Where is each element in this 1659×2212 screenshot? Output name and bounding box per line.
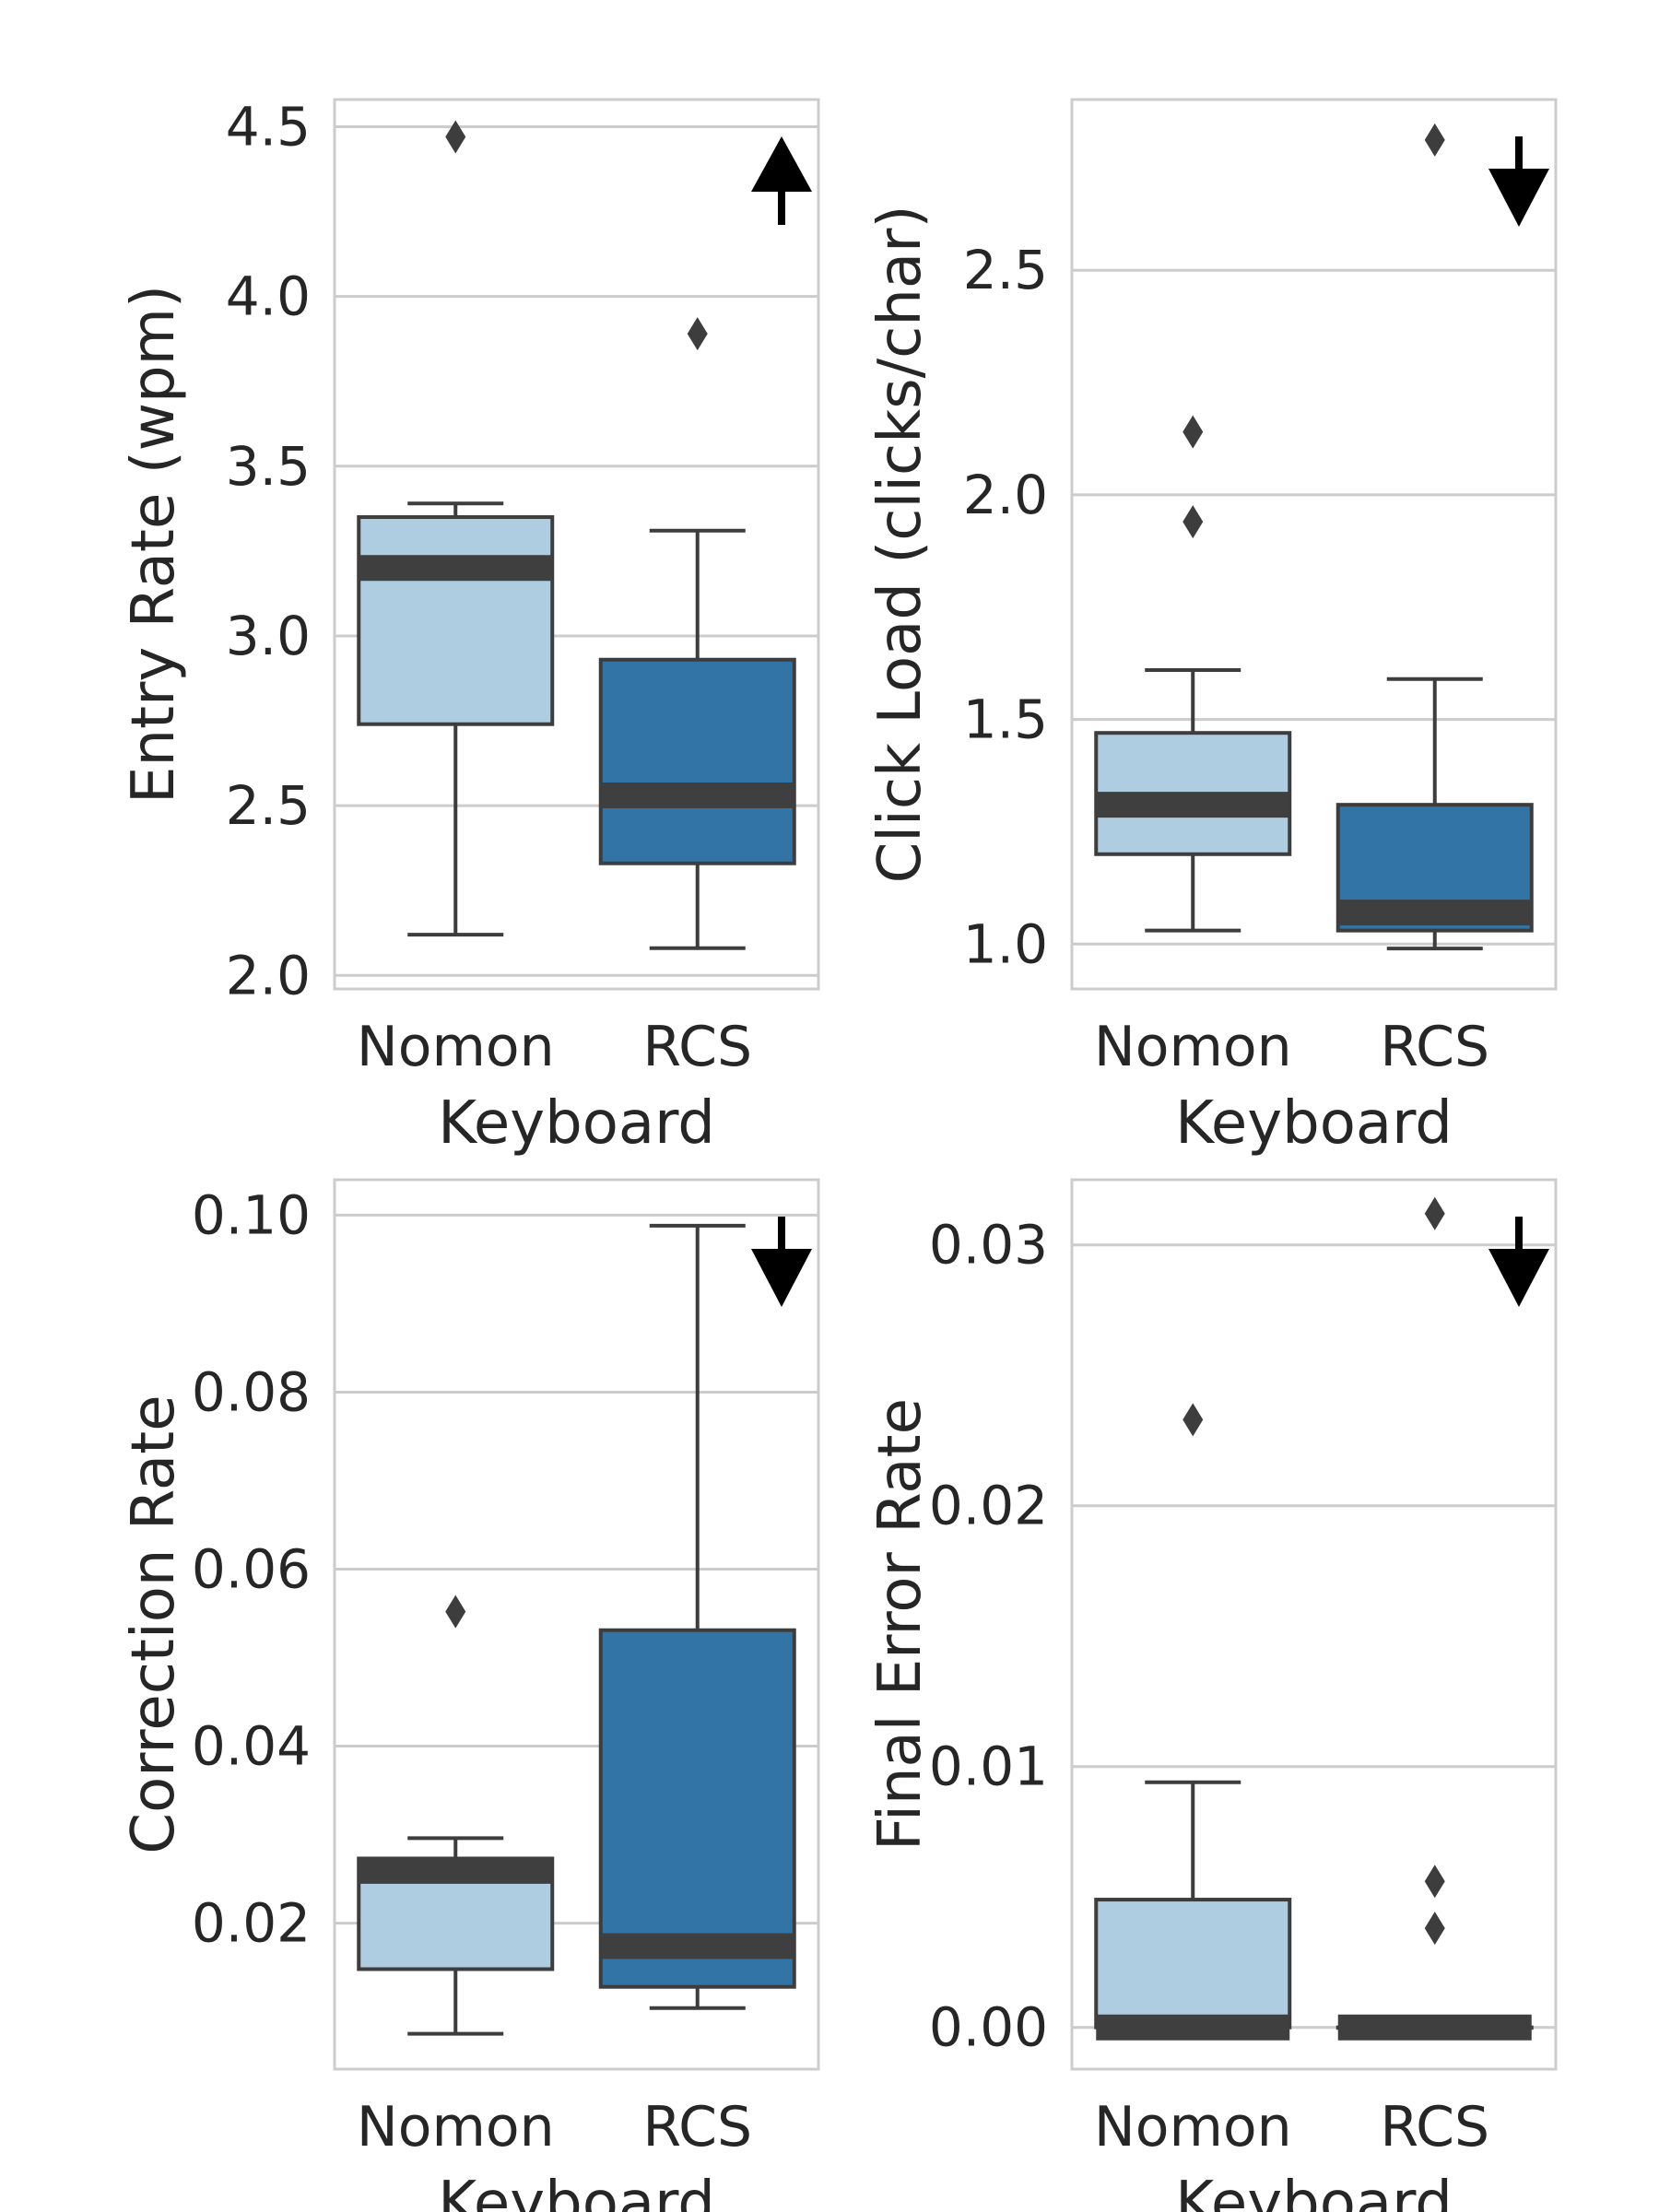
y-tick-label: 1.5 — [963, 688, 1048, 751]
box-rcs — [598, 1223, 796, 2010]
outlier-point — [1182, 1403, 1204, 1437]
plot-frame — [1070, 1178, 1558, 2071]
x-axis-label: Keyboard — [1175, 2170, 1453, 2212]
plot-frame — [1070, 98, 1558, 991]
y-tick-label: 0.04 — [192, 1715, 311, 1778]
y-tick-label: 2.0 — [226, 944, 311, 1006]
outlier-point — [687, 317, 708, 351]
arrow-down-icon — [751, 1217, 812, 1307]
outlier-point — [445, 1594, 466, 1629]
chart-panel-1: 2.0 2.5 3.0 3.5 4.0 4.5 Nomon RCS Keyboard Entry … — [120, 95, 820, 1158]
x-axis-label: Keyboard — [438, 1089, 715, 1158]
y-tick-label: 0.02 — [192, 1892, 311, 1955]
y-tick-label: 0.06 — [192, 1537, 311, 1600]
arrow-head — [1488, 169, 1549, 227]
y-axis-label: Final Error Rate — [866, 1398, 935, 1851]
box-rcs — [1335, 1196, 1534, 2041]
outlier-point — [1424, 1196, 1445, 1230]
x-tick-label: Nomon — [1094, 2095, 1292, 2159]
x-tick-label: RCS — [642, 2095, 752, 2159]
box-nomon — [1094, 415, 1292, 933]
arrow-head — [751, 136, 812, 192]
iqr-box — [598, 1628, 796, 1989]
y-axis-label: Click Load (clicks/char) — [866, 206, 935, 884]
arrow-head — [1488, 1249, 1549, 1307]
y-tick-label: 2.5 — [226, 774, 311, 837]
y-tick-label: 0.08 — [192, 1360, 311, 1423]
arrow-down-icon — [1488, 136, 1549, 227]
plot-frame — [333, 98, 820, 991]
y-tick-label: 0.01 — [929, 1735, 1048, 1798]
iqr-box — [598, 657, 796, 865]
y-tick-label: 2.5 — [963, 239, 1048, 301]
box-nomon — [357, 1594, 555, 2036]
y-axis-label: Entry Rate (wpm) — [120, 285, 188, 804]
x-axis-label: Keyboard — [1175, 1089, 1453, 1158]
y-tick-label: 0.02 — [929, 1475, 1048, 1537]
box-rcs — [1335, 123, 1534, 951]
x-tick-label: RCS — [642, 1015, 752, 1079]
y-tick-label: 1.0 — [963, 912, 1048, 975]
arrow-head — [751, 1249, 812, 1307]
chart-panel-4: 0.00 0.01 0.02 0.03 Nomon RCS Keyboard Final Er… — [866, 1178, 1558, 2212]
outlier-point — [1424, 1865, 1445, 1899]
y-tick-label: 4.5 — [226, 95, 311, 158]
x-tick-label: Nomon — [357, 1015, 555, 1079]
x-tick-label: Nomon — [357, 2095, 555, 2159]
iqr-box — [1094, 1898, 1292, 2030]
x-axis-label: Keyboard — [438, 2170, 715, 2212]
arrow-up-icon — [751, 136, 812, 225]
box-rcs — [598, 317, 796, 950]
arrow-down-icon — [1488, 1217, 1549, 1307]
y-tick-label: 2.0 — [963, 464, 1048, 526]
y-tick-label: 0.10 — [192, 1183, 311, 1246]
x-tick-label: RCS — [1380, 2095, 1489, 2159]
outlier-point — [1424, 123, 1445, 157]
outlier-point — [445, 120, 466, 154]
chart-panel-3: 0.02 0.04 0.06 0.08 0.10 Nomon RCS Keyboard Corr… — [120, 1178, 820, 2212]
y-tick-label: 4.0 — [226, 265, 311, 328]
box-nomon — [1094, 1403, 1292, 2041]
y-tick-label: 0.03 — [929, 1214, 1048, 1277]
plot-frame — [333, 1178, 820, 2071]
outlier-point — [1182, 505, 1204, 539]
y-tick-label: 0.00 — [929, 1996, 1048, 2059]
x-tick-label: RCS — [1380, 1015, 1489, 1079]
box-nomon — [357, 120, 555, 937]
iqr-box — [357, 515, 555, 726]
chart-panel-2: 1.0 1.5 2.0 2.5 Nomon RCS Keyboard Click Load (… — [866, 98, 1558, 1158]
y-axis-label: Correction Rate — [120, 1394, 188, 1853]
y-tick-label: 3.5 — [226, 435, 311, 498]
x-tick-label: Nomon — [1094, 1015, 1292, 1079]
outlier-point — [1424, 1912, 1445, 1946]
y-tick-label: 3.0 — [226, 605, 311, 667]
outlier-point — [1182, 415, 1204, 449]
